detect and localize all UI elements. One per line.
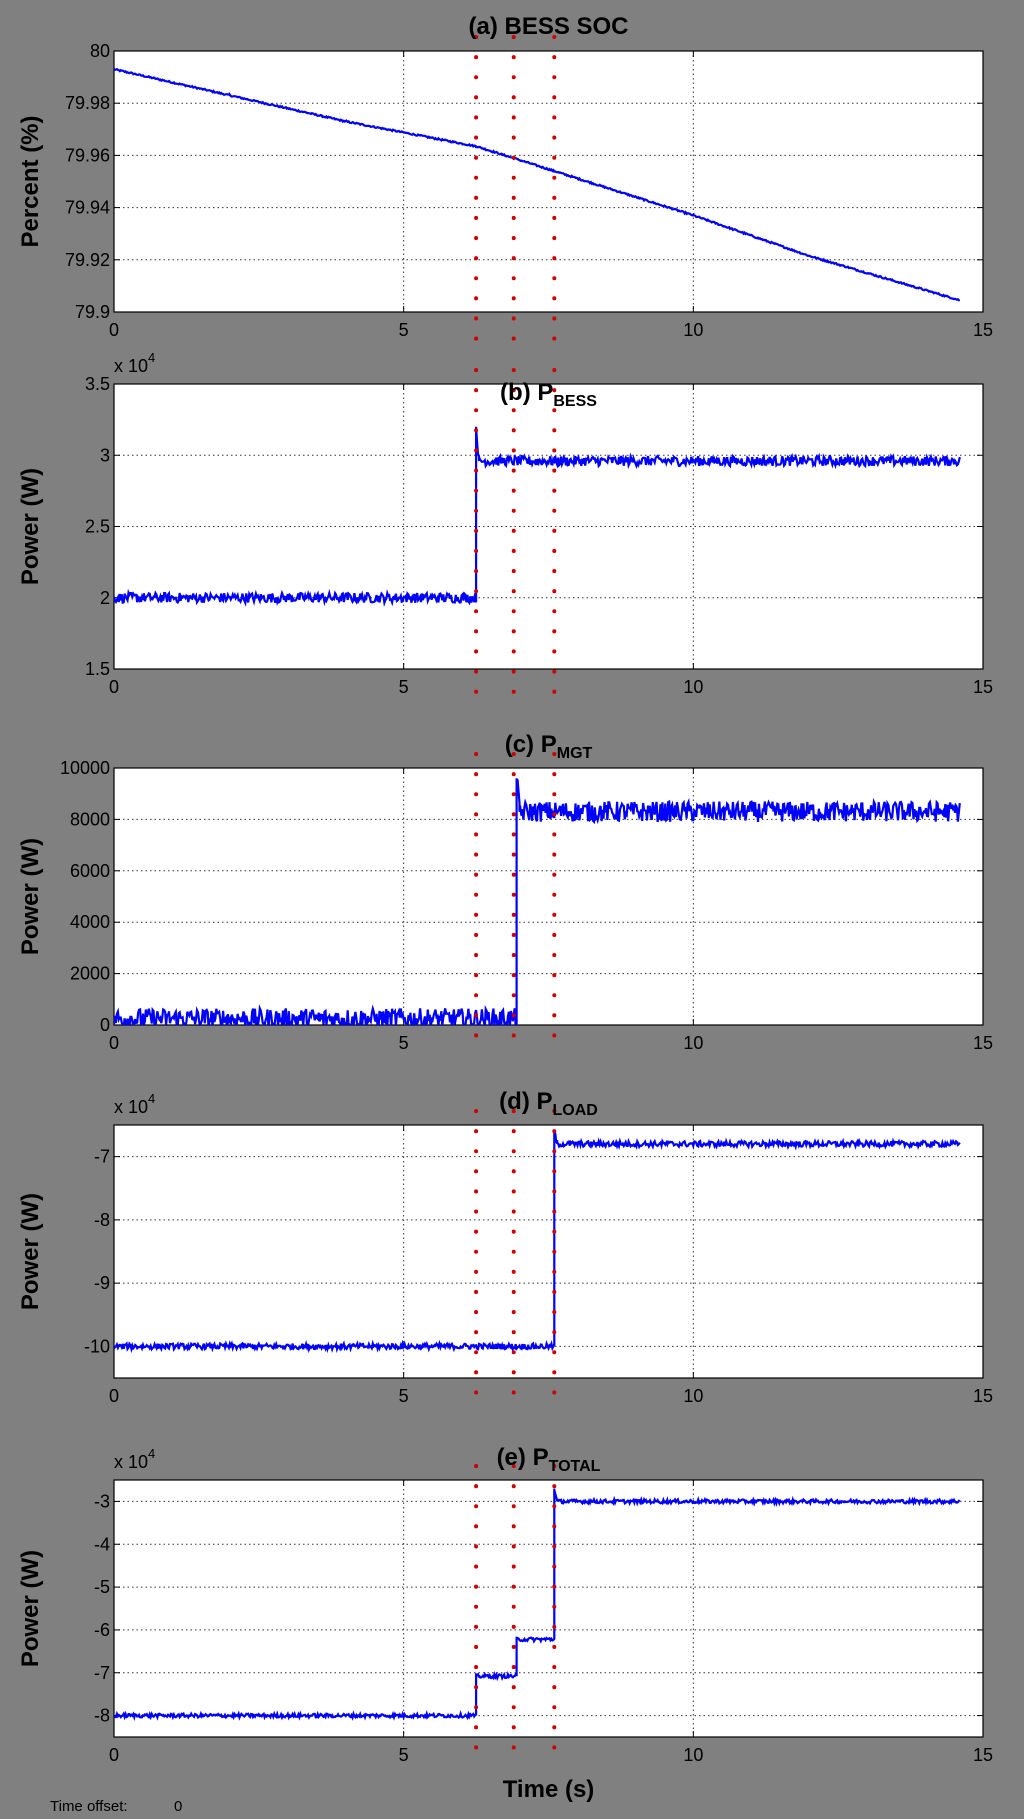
x-tick-label: 10 — [683, 1386, 703, 1406]
signal-trace — [114, 67, 961, 302]
y-axis-label: Power (W) — [17, 838, 44, 955]
x-tick-label: 15 — [973, 1386, 993, 1406]
y-tick-label: 80 — [90, 41, 110, 61]
x-tick-label: 5 — [399, 1386, 409, 1406]
y-exponent-label: x 104 — [114, 1446, 155, 1472]
y-tick-label: 2000 — [70, 964, 110, 984]
x-tick-label: 0 — [109, 1386, 119, 1406]
plot-area — [113, 1479, 984, 1738]
y-tick-label: 79.92 — [65, 250, 110, 270]
chart-panel-4: 0 5 10 15 -7 -8 -9 -10 (d) PLOAD Power (W) x 104 — [17, 1088, 993, 1410]
x-tick-label: 0 — [109, 1033, 119, 1053]
time-offset-label: Time offset: — [50, 1798, 128, 1815]
x-tick-label: 15 — [973, 320, 993, 340]
y-axis-label: Power (W) — [17, 468, 44, 585]
x-tick-label: 0 — [109, 1745, 119, 1765]
panel-title: (a) BESS SOC — [468, 13, 628, 40]
y-tick-label: -8 — [94, 1706, 110, 1726]
chart-panel-5: 0 5 10 15 -3 -4 -5 -6 -7 -8 (e) PTOTAL Power (W) x 1… — [17, 1444, 993, 1803]
x-tick-label: 10 — [683, 320, 703, 340]
signal-trace — [114, 1130, 961, 1354]
x-tick-label: 15 — [973, 1745, 993, 1765]
signal-trace — [114, 1488, 961, 1722]
y-tick-label: 3.5 — [85, 374, 110, 394]
y-tick-label: -7 — [94, 1147, 110, 1167]
y-tick-label: -4 — [94, 1534, 110, 1554]
y-tick-label: -5 — [94, 1577, 110, 1597]
y-tick-label: 4000 — [70, 912, 110, 932]
chart-panel-2: 0 5 10 15 3.5 3 2.5 2 1.5 (b) PBESS Power (W) x 104 — [17, 350, 993, 701]
y-tick-label: -8 — [94, 1210, 110, 1230]
time-offset-value: 0 — [174, 1798, 182, 1815]
x-tick-label: 5 — [399, 1033, 409, 1053]
y-tick-label: 10000 — [60, 758, 110, 778]
y-axis-label: Power (W) — [17, 1550, 44, 1667]
y-tick-label: -9 — [94, 1273, 110, 1293]
y-tick-label: 0 — [100, 1015, 110, 1035]
chart-panel-3: 0 5 10 15 10000 8000 6000 4000 2000 0 (c) PMGT Powe… — [17, 731, 993, 1057]
signal-trace — [114, 778, 961, 1025]
x-tick-label: 10 — [683, 1033, 703, 1053]
chart-panel-1: 0 5 10 15 80 79.98 79.96 79.94 79.92 79.9 (a) BESS… — [17, 13, 993, 344]
plot-area — [113, 50, 984, 313]
y-tick-label: 6000 — [70, 861, 110, 881]
y-exponent-label: x 104 — [114, 350, 155, 376]
y-tick-label: 79.98 — [65, 93, 110, 113]
x-tick-label: 10 — [683, 677, 703, 697]
panel-title: (e) PTOTAL — [497, 1444, 601, 1475]
y-axis-label: Power (W) — [17, 1193, 44, 1310]
panel-title: (d) PLOAD — [499, 1088, 598, 1119]
panel-title: (b) PBESS — [500, 379, 597, 410]
y-tick-label: 79.96 — [65, 145, 110, 165]
panel-title: (c) PMGT — [505, 731, 593, 762]
signal-trace — [114, 426, 961, 607]
x-tick-label: 0 — [109, 677, 119, 697]
y-tick-label: -10 — [84, 1336, 110, 1356]
y-tick-label: -7 — [94, 1663, 110, 1683]
x-axis-label: Time (s) — [503, 1776, 595, 1803]
x-tick-label: 5 — [399, 1745, 409, 1765]
y-tick-label: 79.94 — [65, 198, 110, 218]
x-tick-label: 0 — [109, 320, 119, 340]
y-tick-label: 3 — [100, 445, 110, 465]
x-tick-label: 15 — [973, 677, 993, 697]
x-tick-label: 10 — [683, 1745, 703, 1765]
y-tick-label: -3 — [94, 1491, 110, 1511]
x-tick-label: 5 — [399, 677, 409, 697]
y-tick-label: 8000 — [70, 809, 110, 829]
y-tick-label: 79.9 — [75, 302, 110, 322]
plot-area — [113, 1124, 984, 1379]
x-tick-label: 5 — [399, 320, 409, 340]
y-tick-label: -6 — [94, 1620, 110, 1640]
y-tick-label: 2 — [100, 588, 110, 608]
y-exponent-label: x 104 — [114, 1091, 155, 1117]
y-tick-label: 1.5 — [85, 659, 110, 679]
y-axis-label: Percent (%) — [17, 115, 44, 247]
y-tick-label: 2.5 — [85, 517, 110, 537]
x-tick-label: 15 — [973, 1033, 993, 1053]
